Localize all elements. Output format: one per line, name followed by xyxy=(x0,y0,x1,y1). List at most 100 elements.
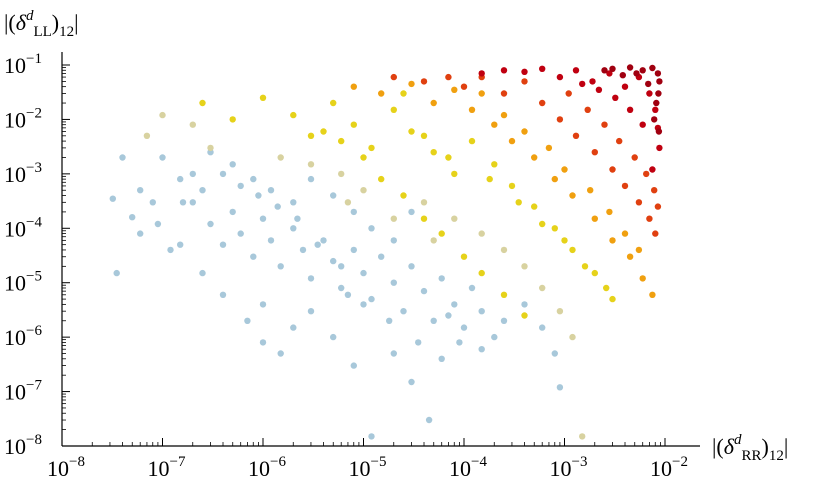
data-point xyxy=(508,182,516,190)
data-point xyxy=(556,308,564,315)
data-point xyxy=(378,253,385,260)
data-point xyxy=(445,154,452,161)
data-point xyxy=(539,220,546,228)
data-point xyxy=(294,215,301,222)
data-point xyxy=(556,116,564,123)
data-points xyxy=(109,64,663,440)
data-point xyxy=(430,317,437,324)
data-point xyxy=(609,166,616,173)
data-point xyxy=(420,78,428,85)
data-point xyxy=(420,132,428,139)
data-point xyxy=(545,144,553,152)
data-point xyxy=(606,208,613,216)
data-point xyxy=(639,121,646,128)
data-point xyxy=(177,241,184,248)
data-point xyxy=(207,144,214,152)
data-point xyxy=(565,90,572,97)
data-point xyxy=(569,192,576,199)
data-point xyxy=(653,99,660,107)
data-point xyxy=(621,83,629,90)
data-point xyxy=(368,144,375,152)
data-point xyxy=(338,137,345,145)
data-point xyxy=(207,220,214,228)
tick-labels: 10−8 10−7 10−6 10−5 10−4 10−3 10−2 10−8 10−7 10−6… xyxy=(4,51,688,481)
data-point xyxy=(478,346,485,353)
data-point xyxy=(626,253,634,260)
data-point xyxy=(360,301,367,308)
data-point xyxy=(320,128,327,135)
data-point xyxy=(425,416,433,424)
data-point xyxy=(299,246,307,254)
data-point xyxy=(137,187,144,194)
y-tick-label: 10−2 xyxy=(4,105,42,132)
data-point xyxy=(539,99,546,107)
y-tick-label: 10−7 xyxy=(4,378,42,405)
data-point xyxy=(561,237,568,244)
data-point xyxy=(330,192,337,199)
data-point xyxy=(551,175,558,183)
data-point xyxy=(290,324,297,331)
data-point xyxy=(500,67,508,74)
data-point xyxy=(267,237,275,244)
data-point xyxy=(556,384,564,391)
x-tick-label: 10−3 xyxy=(550,454,588,481)
data-point xyxy=(551,350,558,357)
data-point xyxy=(350,246,357,254)
data-point xyxy=(219,241,227,248)
data-point xyxy=(478,230,485,237)
data-point xyxy=(521,301,528,308)
data-point xyxy=(408,378,415,386)
data-point xyxy=(652,106,659,114)
y-tick-label: 10−1 xyxy=(4,51,42,78)
data-point xyxy=(491,121,498,128)
data-point xyxy=(646,215,653,222)
data-point xyxy=(219,291,227,298)
y-tick-label: 10−6 xyxy=(4,323,42,350)
data-point xyxy=(255,192,262,199)
data-point xyxy=(143,132,151,139)
data-point xyxy=(539,324,546,331)
data-point xyxy=(189,170,196,178)
data-point xyxy=(609,65,616,73)
data-point xyxy=(307,275,315,282)
data-point xyxy=(508,137,516,145)
data-point xyxy=(360,269,367,277)
data-point xyxy=(621,230,629,237)
data-point xyxy=(390,279,397,286)
data-point xyxy=(468,284,476,292)
data-point xyxy=(338,284,345,292)
data-point xyxy=(572,132,580,139)
data-point xyxy=(539,65,546,73)
data-point xyxy=(330,333,337,341)
data-point xyxy=(177,175,184,183)
data-point xyxy=(314,241,321,248)
data-point xyxy=(589,78,596,85)
y-tick-label: 10−4 xyxy=(4,214,42,241)
axis-ticks xyxy=(61,64,666,447)
data-point xyxy=(199,99,206,107)
data-point xyxy=(591,269,598,277)
data-point xyxy=(579,80,586,88)
data-point xyxy=(601,121,608,128)
data-point xyxy=(430,149,437,156)
data-point xyxy=(500,90,508,97)
data-point xyxy=(267,187,275,194)
data-point xyxy=(109,195,117,202)
data-point xyxy=(460,253,468,260)
data-point xyxy=(486,175,493,183)
data-point xyxy=(274,203,281,210)
x-tick-label: 10−8 xyxy=(47,454,85,481)
data-point xyxy=(420,199,428,206)
data-point xyxy=(199,187,206,194)
data-point xyxy=(478,70,485,77)
data-point xyxy=(259,339,267,346)
data-point xyxy=(656,144,663,152)
data-point xyxy=(468,137,476,145)
data-point xyxy=(307,132,315,139)
data-point xyxy=(649,64,656,72)
data-point xyxy=(430,237,437,244)
data-point xyxy=(307,161,315,168)
data-point xyxy=(408,128,415,135)
data-point xyxy=(468,106,476,114)
data-point xyxy=(259,215,267,222)
